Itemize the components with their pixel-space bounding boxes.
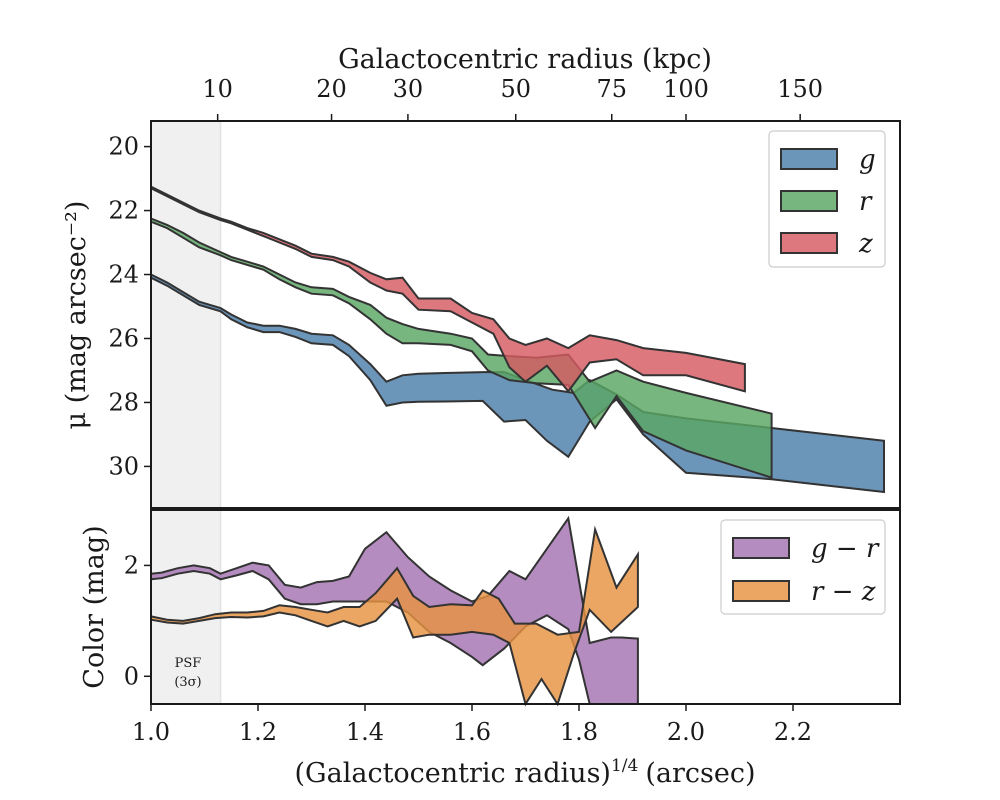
top-x-tick-label: 100	[663, 75, 709, 103]
bottom-x-tick-label: 1.0	[132, 718, 170, 746]
legend-swatch	[780, 232, 838, 254]
psf-region-top	[151, 121, 221, 508]
legend-label: g − r	[811, 534, 880, 564]
band-g	[150, 272, 885, 494]
top-y-tick-label: 26	[108, 324, 139, 352]
top-x-tick-label: 20	[316, 75, 347, 103]
legend-swatch	[780, 148, 838, 170]
legend-swatch	[732, 537, 790, 559]
top-x-tick-label: 10	[202, 75, 233, 103]
legend-label: g	[859, 145, 876, 175]
x-axis-label-units: (arcsec)	[645, 758, 755, 789]
top-y-tick-label: 30	[108, 452, 139, 480]
top-x-tick-label: 75	[596, 75, 627, 103]
bottom-panel-series	[150, 515, 639, 707]
bottom-panel-frame	[150, 509, 901, 705]
legend-label: r − z	[811, 577, 876, 607]
axis-ticks: 20 22 24 26 28 30 10 20 30 50 75 100 150 0 2 1.0 1.2 1.4 1…	[108, 75, 823, 746]
top-axis-label: Galactocentric radius (kpc)	[338, 44, 712, 75]
psf-annotation-label: PSF	[175, 656, 202, 671]
psf-annotation-sigma: (3σ)	[174, 675, 201, 690]
bottom-x-tick-label: 1.6	[453, 718, 491, 746]
legend-label: r	[859, 187, 873, 217]
legend-swatch	[732, 580, 790, 602]
legend-swatch	[780, 190, 838, 212]
bottom-legend: g − r r − z	[720, 519, 886, 615]
bottom-x-axis-label: (Galactocentric radius)1/4 (arcsec)	[295, 756, 756, 789]
band-r	[150, 217, 773, 479]
top-x-tick-label: 50	[500, 75, 531, 103]
top-y-tick-label: 22	[108, 197, 139, 225]
legend-label: z	[858, 229, 873, 259]
top-panel-series	[150, 184, 885, 494]
bottom-y-axis-label: Color (mag)	[79, 525, 110, 688]
top-y-tick-label: 20	[108, 133, 139, 161]
bottom-x-tick-label: 1.4	[346, 718, 384, 746]
top-legend: grz	[768, 130, 886, 268]
bottom-x-tick-label: 2.2	[774, 718, 812, 746]
bottom-x-tick-label: 1.8	[560, 718, 598, 746]
band-z	[150, 184, 746, 393]
psf-region-bottom	[151, 510, 221, 704]
x-axis-label-superscript: 1/4	[611, 756, 638, 776]
top-y-tick-label: 28	[108, 388, 139, 416]
top-x-tick-label: 30	[393, 75, 424, 103]
bottom-y-tick-label: 2	[124, 551, 139, 579]
x-axis-label-main: (Galactocentric radius)	[295, 758, 611, 789]
bottom-x-tick-label: 1.2	[239, 718, 277, 746]
band-rz	[150, 525, 639, 707]
top-panel-frame	[150, 120, 901, 509]
top-x-tick-label: 150	[777, 75, 823, 103]
bottom-x-tick-label: 2.0	[667, 718, 705, 746]
top-y-axis-label: μ (mag arcsec⁻²)	[61, 201, 92, 430]
top-y-tick-label: 24	[108, 261, 139, 289]
bottom-y-tick-label: 0	[124, 662, 139, 690]
